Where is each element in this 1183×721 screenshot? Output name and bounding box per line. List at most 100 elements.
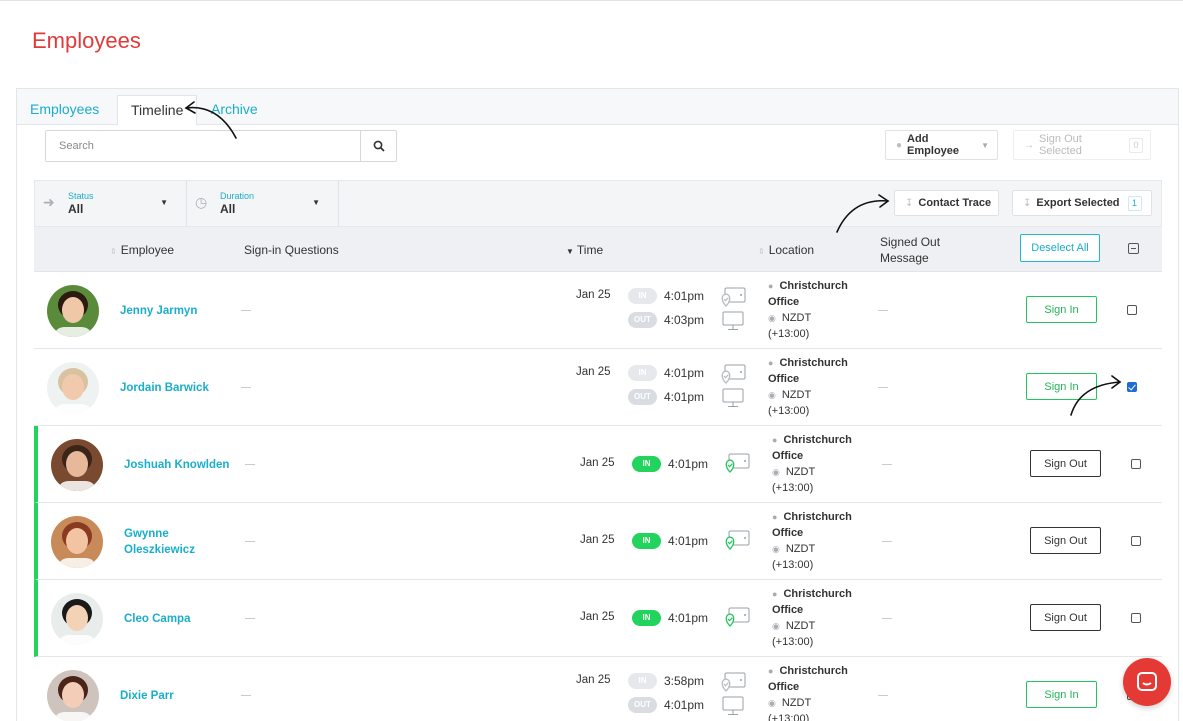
message-empty-dash [882, 541, 892, 542]
employee-name-link[interactable]: Jenny Jarmyn [120, 305, 198, 317]
questions-empty-dash [241, 695, 251, 696]
in-status-pill: IN [628, 673, 657, 689]
employee-name-link[interactable]: Gwynne Oleszkiewicz [124, 528, 195, 556]
avatar [51, 516, 103, 568]
contact-trace-button[interactable]: ↧ Contact Trace [894, 190, 999, 216]
employee-name-link[interactable]: Jordain Barwick [120, 382, 209, 394]
top-divider [0, 0, 1183, 1]
avatar [47, 670, 99, 721]
map-pin-icon: ● [772, 435, 778, 445]
sign-date: Jan 25 [576, 366, 611, 378]
row-select-checkbox[interactable] [1131, 536, 1141, 546]
sign-date: Jan 25 [576, 674, 611, 686]
out-time: 4:01pm [664, 390, 705, 404]
in-time: 4:01pm [668, 611, 709, 625]
time-column-header[interactable]: ▼ Time [566, 243, 604, 257]
globe-icon: ◉ [768, 390, 776, 400]
table-row: Dixie Parr Jan 25 IN 3:58pm OUT 4:01pm ● Christ… [34, 657, 1162, 721]
questions-column-header: Sign-in Questions [244, 243, 339, 257]
row-select-checkbox[interactable] [1127, 382, 1137, 392]
sign-date: Jan 25 [580, 457, 615, 469]
clock-icon: ◷ [195, 194, 208, 210]
contact-trace-label: Contact Trace [918, 197, 992, 209]
map-pin-icon: ● [768, 358, 774, 368]
avatar [47, 285, 99, 337]
in-status-pill: IN [632, 610, 661, 626]
sign-out-button[interactable]: Sign Out [1030, 450, 1101, 477]
message-empty-dash [878, 387, 888, 388]
search-icon [373, 140, 385, 152]
table-row: Gwynne Oleszkiewicz Jan 25 IN 4:01pm ● Christc… [34, 503, 1162, 580]
chat-icon [1137, 672, 1157, 691]
download-icon: ↧ [1023, 197, 1032, 209]
globe-icon: ◉ [772, 621, 780, 631]
row-select-checkbox[interactable] [1131, 459, 1141, 469]
message-empty-dash [878, 695, 888, 696]
out-time: 4:01pm [664, 698, 705, 712]
download-icon: ↧ [905, 197, 914, 209]
location-column-header[interactable]: ⇕ Location [758, 243, 815, 257]
employee-name-link[interactable]: Joshuah Knowlden [124, 459, 230, 471]
sign-date: Jan 25 [580, 611, 615, 623]
location-cell: ● Christchurch Office ◉ NZDT (+13:00) [772, 588, 852, 648]
kiosk-icon [724, 529, 752, 556]
search-button[interactable] [360, 131, 396, 161]
row-select-checkbox[interactable] [1131, 613, 1141, 623]
sign-out-selected-label: Sign Out Selected [1039, 133, 1082, 157]
sort-desc-icon: ▼ [566, 247, 574, 256]
employee-name-link[interactable]: Cleo Campa [124, 613, 191, 625]
map-pin-icon: ● [768, 666, 774, 676]
chat-button[interactable] [1123, 658, 1171, 706]
sign-in-button[interactable]: Sign In [1026, 681, 1097, 708]
message-empty-dash [882, 464, 892, 465]
questions-empty-dash [241, 310, 251, 311]
filter-bar: ➜ Status All ▼ ◷ Duration All ▼ ↧ Contac… [34, 180, 1162, 227]
sign-date: Jan 25 [580, 534, 615, 546]
page-title: Employees [32, 28, 141, 53]
tab-archive[interactable]: Archive [211, 101, 258, 117]
status-filter[interactable]: ➜ Status All ▼ [35, 181, 187, 226]
row-select-checkbox[interactable] [1127, 305, 1137, 315]
sign-out-selected-button[interactable]: → Sign Out Selected 0 [1013, 130, 1151, 160]
status-filter-value: All [68, 202, 84, 216]
search-input[interactable] [46, 131, 360, 161]
signed-out-message-column-header: Signed Out Message [880, 235, 941, 265]
monitor-icon [720, 387, 746, 414]
sort-icon: ⇕ [110, 247, 117, 256]
duration-filter-value: All [220, 202, 236, 216]
monitor-icon [720, 695, 746, 721]
sign-out-icon: → [1024, 139, 1034, 151]
employee-column-header[interactable]: ⇕ Employee [110, 243, 175, 257]
tab-bar: Employees Timeline Archive [17, 89, 1178, 126]
in-time: 3:58pm [664, 674, 705, 688]
in-status-pill: IN [628, 365, 657, 381]
sign-in-button[interactable]: Sign In [1026, 296, 1097, 323]
in-status-pill: IN [632, 533, 661, 549]
add-employee-label: Add Employee [907, 133, 960, 157]
select-all-checkbox[interactable] [1128, 243, 1139, 254]
message-empty-dash [878, 310, 888, 311]
questions-empty-dash [245, 618, 255, 619]
employees-panel: Employees Timeline Archive ● Add Employe… [16, 88, 1179, 721]
sign-out-button[interactable]: Sign Out [1030, 604, 1101, 631]
sign-out-button[interactable]: Sign Out [1030, 527, 1101, 554]
sign-in-button[interactable]: Sign In [1026, 373, 1097, 400]
in-status-pill: IN [628, 288, 657, 304]
export-selected-button[interactable]: ↧ Export Selected 1 [1012, 190, 1152, 216]
status-filter-label: Status [68, 191, 94, 201]
employee-name-link[interactable]: Dixie Parr [120, 690, 174, 702]
export-selected-label: Export Selected [1036, 197, 1120, 209]
avatar [51, 439, 103, 491]
kiosk-icon [720, 363, 748, 390]
tab-timeline[interactable]: Timeline [117, 95, 198, 126]
tab-employees[interactable]: Employees [30, 101, 100, 117]
chevron-down-icon: ▼ [312, 198, 320, 207]
in-time: 4:01pm [668, 457, 709, 471]
avatar [47, 362, 99, 414]
deselect-all-button[interactable]: Deselect All [1020, 234, 1100, 262]
table-row: Cleo Campa Jan 25 IN 4:01pm ● Christchurch Off… [34, 580, 1162, 657]
add-employee-button[interactable]: ● Add Employee ▼ [885, 130, 998, 160]
duration-filter[interactable]: ◷ Duration All ▼ [187, 181, 339, 226]
in-status-pill: IN [632, 456, 661, 472]
kiosk-icon [720, 671, 748, 698]
